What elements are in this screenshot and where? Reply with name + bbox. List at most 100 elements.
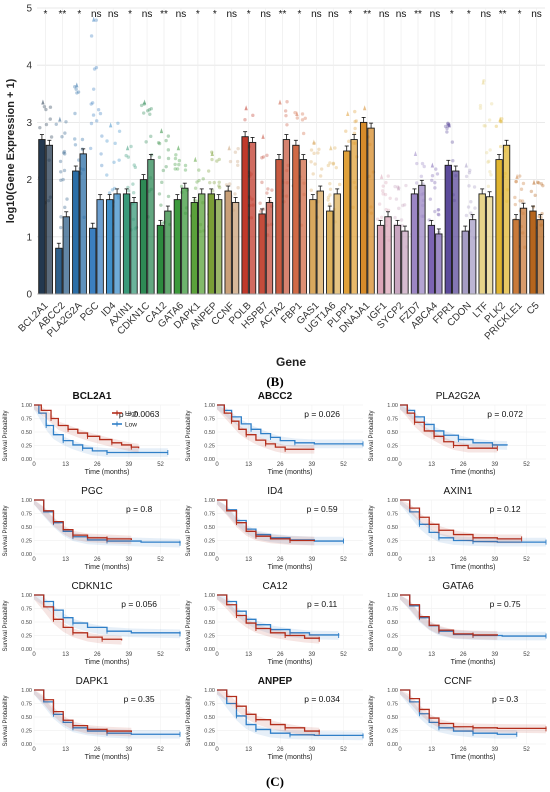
y-tick-label: 2 — [26, 175, 32, 186]
km-x-axis-label: Time (months) — [85, 659, 130, 666]
km-x-tick: 39 — [126, 747, 133, 753]
expression-point — [303, 116, 307, 120]
expression-point — [208, 180, 212, 185]
expression-point — [328, 193, 332, 197]
km-x-tick: 0 — [215, 557, 219, 563]
km-panel-bcl2a1: BCL2A1 0.00 0.25 0.50 0.75 1.00 0 13 26 39 52 Time … — [3, 391, 180, 476]
significance-label: * — [77, 9, 81, 20]
km-x-tick: 52 — [340, 747, 347, 753]
km-title: ABCC2 — [258, 391, 293, 402]
km-y-tick: 0.50 — [387, 620, 398, 626]
km-y-tick: 0.50 — [21, 525, 32, 531]
expression-point — [107, 191, 112, 195]
expression-point — [483, 124, 488, 128]
bar-low — [282, 139, 291, 295]
expression-point — [210, 189, 215, 193]
km-y-tick: 0.25 — [204, 729, 215, 735]
km-x-tick: 0 — [398, 557, 402, 563]
expression-point — [464, 174, 469, 179]
expression-point — [89, 121, 94, 126]
expression-point — [141, 111, 146, 115]
km-panel-dapk1: DAPK1 0.00 0.25 0.50 0.75 1.00 0 13 26 39 52 Time (… — [3, 676, 181, 761]
expression-point — [433, 186, 437, 190]
bar-low — [147, 159, 155, 295]
km-y-tick: 0.00 — [21, 647, 32, 653]
expression-point — [435, 172, 440, 176]
significance-label: ns — [260, 9, 271, 20]
expression-point — [98, 111, 103, 116]
expression-point — [95, 119, 99, 123]
bar-high — [529, 210, 537, 295]
km-y-tick: 0.00 — [387, 647, 398, 653]
expression-point — [206, 169, 211, 173]
expression-point — [309, 188, 313, 192]
km-x-tick: 39 — [492, 652, 499, 658]
km-x-tick: 26 — [460, 462, 467, 468]
expression-outlier — [244, 105, 248, 111]
expression-point — [293, 110, 297, 115]
km-title: PGC — [81, 486, 103, 497]
expression-outlier — [278, 99, 282, 105]
km-x-tick: 52 — [157, 652, 164, 658]
expression-point — [76, 90, 81, 94]
expression-point — [63, 152, 67, 156]
expression-point — [59, 225, 63, 230]
expression-outlier — [481, 79, 485, 85]
expression-point — [467, 170, 472, 175]
expression-point — [105, 173, 109, 177]
km-y-tick: 0.50 — [387, 430, 398, 436]
significance-label: ns — [396, 9, 407, 20]
bar-low — [367, 127, 375, 295]
expression-outlier — [464, 162, 468, 168]
expression-point — [381, 184, 385, 188]
x-tick-label: PGC — [78, 300, 101, 323]
bar-low — [401, 230, 409, 295]
significance-label: ns — [91, 9, 102, 20]
expression-point — [133, 165, 138, 170]
bar-low — [536, 219, 545, 295]
expression-point — [301, 131, 306, 136]
km-p-value: p = 0.12 — [490, 504, 521, 514]
expression-point — [147, 108, 152, 112]
expression-point — [91, 87, 96, 91]
expression-point — [430, 178, 434, 183]
bar-low — [519, 207, 528, 295]
expression-point — [166, 134, 171, 138]
expression-point — [326, 195, 331, 200]
expression-point — [217, 157, 221, 162]
high-group-curve — [400, 689, 547, 729]
bar-high — [207, 193, 215, 295]
expression-point — [347, 139, 351, 144]
bar-high — [495, 159, 503, 295]
expression-point — [393, 184, 397, 189]
km-title: CCNF — [444, 676, 472, 687]
km-y-tick: 0.00 — [387, 552, 398, 558]
bar-high — [343, 150, 351, 295]
high-group-curve — [34, 404, 140, 449]
expression-point — [228, 182, 232, 186]
low-group-ci-band — [34, 405, 168, 457]
km-x-tick: 13 — [428, 747, 435, 753]
bar-high — [55, 247, 63, 295]
km-x-axis-label: Time (months) — [451, 754, 496, 761]
expression-point — [265, 153, 269, 158]
km-x-tick: 26 — [460, 557, 467, 563]
expression-point — [62, 149, 67, 154]
expression-point — [59, 170, 63, 174]
km-title: DAPK1 — [76, 676, 109, 687]
km-y-tick: 0.25 — [204, 444, 215, 450]
expression-point — [541, 183, 545, 188]
expression-point — [94, 18, 99, 22]
expression-point — [353, 109, 357, 114]
y-tick-label: 0 — [26, 290, 32, 301]
expression-point — [146, 109, 150, 113]
km-p-value: p = 0.0063 — [119, 409, 160, 419]
high-group-ci-band — [34, 500, 132, 545]
expression-point — [331, 162, 336, 166]
km-x-tick: 0 — [32, 462, 36, 468]
km-y-tick: 0.25 — [387, 539, 398, 545]
expression-point — [311, 172, 315, 176]
expression-point — [148, 112, 152, 116]
expression-point — [236, 146, 240, 151]
expression-point — [210, 157, 214, 162]
